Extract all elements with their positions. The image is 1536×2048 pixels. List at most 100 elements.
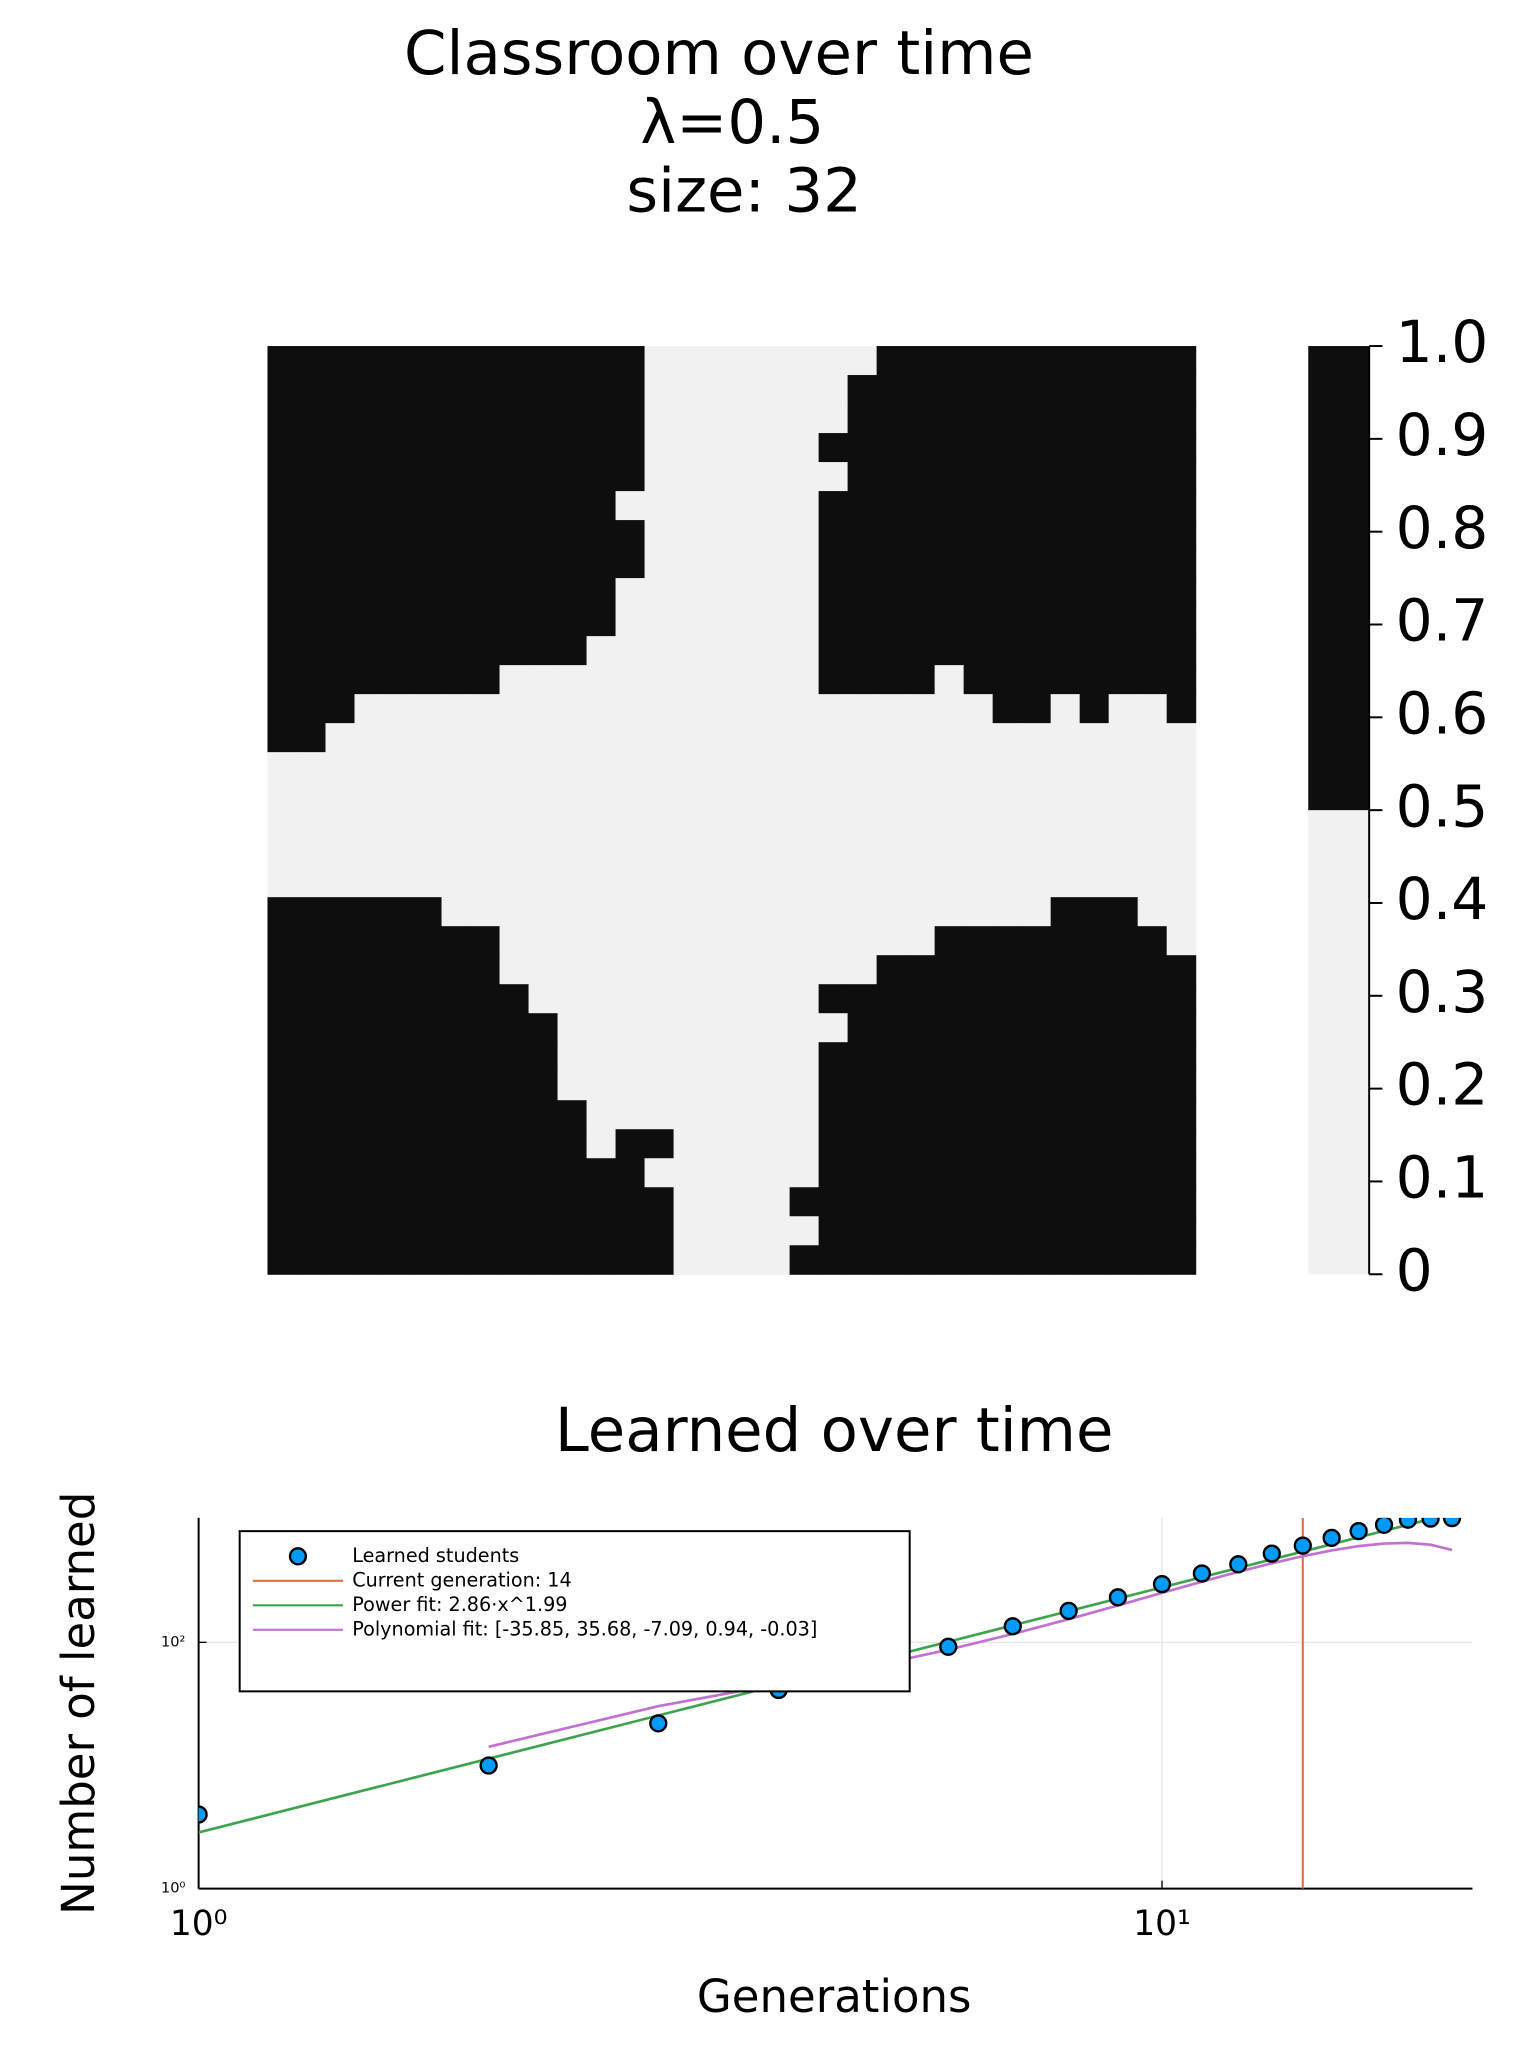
heatmap-cell bbox=[1166, 868, 1197, 898]
heatmap-cell bbox=[383, 404, 414, 434]
heatmap-cell bbox=[586, 781, 617, 811]
heatmap-cell bbox=[1137, 723, 1168, 753]
colorbar-tick-label: 0 bbox=[1396, 1236, 1433, 1304]
heatmap-cell bbox=[702, 1129, 733, 1159]
heatmap-cell bbox=[296, 1158, 327, 1188]
heatmap-cell bbox=[1079, 839, 1110, 869]
heatmap-cell bbox=[818, 578, 849, 608]
heatmap-cell bbox=[267, 607, 298, 637]
heatmap-cell bbox=[296, 839, 327, 869]
heatmap-cell bbox=[296, 897, 327, 927]
heatmap-cell bbox=[1108, 1071, 1139, 1101]
heatmap-cell bbox=[847, 1013, 878, 1043]
heatmap-cell bbox=[789, 839, 820, 869]
heatmap-cell bbox=[673, 839, 704, 869]
heatmap-cell bbox=[267, 694, 298, 724]
heatmap-cell bbox=[847, 752, 878, 782]
heatmap-cell bbox=[876, 462, 907, 492]
heatmap-cell bbox=[267, 868, 298, 898]
heatmap-cell bbox=[818, 1042, 849, 1072]
heatmap-cell bbox=[1108, 404, 1139, 434]
heatmap-cell bbox=[528, 375, 559, 405]
heatmap-cell bbox=[354, 549, 385, 579]
heatmap-cell bbox=[760, 694, 791, 724]
heatmap-cell bbox=[905, 433, 936, 463]
heatmap-cell bbox=[1079, 607, 1110, 637]
heatmap-cell bbox=[412, 1100, 443, 1130]
heatmap-cell bbox=[441, 984, 472, 1014]
heatmap-cell bbox=[296, 781, 327, 811]
y-tick-label: 10⁰ bbox=[161, 1880, 186, 1897]
heatmap-cell bbox=[934, 1071, 965, 1101]
heatmap-cell bbox=[383, 375, 414, 405]
heatmap-cell bbox=[1050, 462, 1081, 492]
heatmap-cell bbox=[1079, 1245, 1110, 1275]
heatmap-cell bbox=[673, 694, 704, 724]
heatmap-cell bbox=[528, 723, 559, 753]
heatmap-cell bbox=[441, 346, 472, 376]
heatmap-cell bbox=[267, 1245, 298, 1275]
heatmap-cell bbox=[1079, 926, 1110, 956]
heatmap-cell bbox=[702, 346, 733, 376]
heatmap-cell bbox=[615, 1216, 646, 1246]
heatmap-cell bbox=[818, 1216, 849, 1246]
heatmap-cell bbox=[1108, 462, 1139, 492]
heatmap-cell bbox=[267, 984, 298, 1014]
heatmap-cell bbox=[992, 636, 1023, 666]
heatmap-cell bbox=[673, 868, 704, 898]
heatmap-cell bbox=[586, 346, 617, 376]
heatmap-cell bbox=[267, 1100, 298, 1130]
heatmap-cell bbox=[557, 694, 588, 724]
heatmap-cell bbox=[644, 1216, 675, 1246]
heatmap-cell bbox=[818, 752, 849, 782]
heatmap-cell bbox=[1021, 462, 1052, 492]
heatmap-cell bbox=[412, 723, 443, 753]
heatmap-cell bbox=[470, 404, 501, 434]
heatmap-cell bbox=[296, 955, 327, 985]
heatmap-cell bbox=[760, 1071, 791, 1101]
heatmap-cell bbox=[992, 694, 1023, 724]
heatmap-cell bbox=[586, 897, 617, 927]
heatmap-cell bbox=[1079, 1216, 1110, 1246]
heatmap-cell bbox=[760, 1245, 791, 1275]
legend-label: Learned students bbox=[352, 1544, 519, 1567]
heatmap-cell bbox=[731, 375, 762, 405]
heatmap-cell bbox=[1108, 578, 1139, 608]
heatmap-cell bbox=[296, 433, 327, 463]
heatmap-cell bbox=[586, 636, 617, 666]
heatmap-cell bbox=[905, 897, 936, 927]
heatmap-cell bbox=[847, 607, 878, 637]
heatmap-cell bbox=[615, 868, 646, 898]
heatmap-cell bbox=[934, 1216, 965, 1246]
data-point bbox=[1262, 1544, 1281, 1563]
heatmap-cell bbox=[1166, 1216, 1197, 1246]
heatmap-cell bbox=[412, 346, 443, 376]
heatmap-cell bbox=[1050, 1216, 1081, 1246]
heatmap-cell bbox=[528, 1013, 559, 1043]
heatmap-cell bbox=[644, 839, 675, 869]
data-point bbox=[479, 1756, 498, 1775]
heatmap-cell bbox=[1050, 1042, 1081, 1072]
heatmap-cell bbox=[644, 665, 675, 695]
heatmap-cell bbox=[470, 578, 501, 608]
heatmap-cell bbox=[325, 433, 356, 463]
heatmap-cell bbox=[847, 781, 878, 811]
heatmap-cell bbox=[1108, 1100, 1139, 1130]
heatmap-cell bbox=[412, 984, 443, 1014]
heatmap-cell bbox=[963, 839, 994, 869]
heatmap-cell bbox=[615, 752, 646, 782]
heatmap-cell bbox=[963, 752, 994, 782]
heatmap-cell bbox=[934, 810, 965, 840]
heatmap-cell bbox=[876, 665, 907, 695]
heatmap-cell bbox=[586, 723, 617, 753]
heatmap-cell bbox=[586, 926, 617, 956]
heatmap-cell bbox=[1166, 752, 1197, 782]
heatmap-cell bbox=[905, 462, 936, 492]
heatmap-cell bbox=[383, 1245, 414, 1275]
heatmap-cell bbox=[557, 868, 588, 898]
heatmap-cell bbox=[615, 636, 646, 666]
heatmap-cell bbox=[673, 1187, 704, 1217]
heatmap-cell bbox=[992, 1187, 1023, 1217]
heatmap-cell bbox=[470, 665, 501, 695]
heatmap-cell bbox=[470, 810, 501, 840]
